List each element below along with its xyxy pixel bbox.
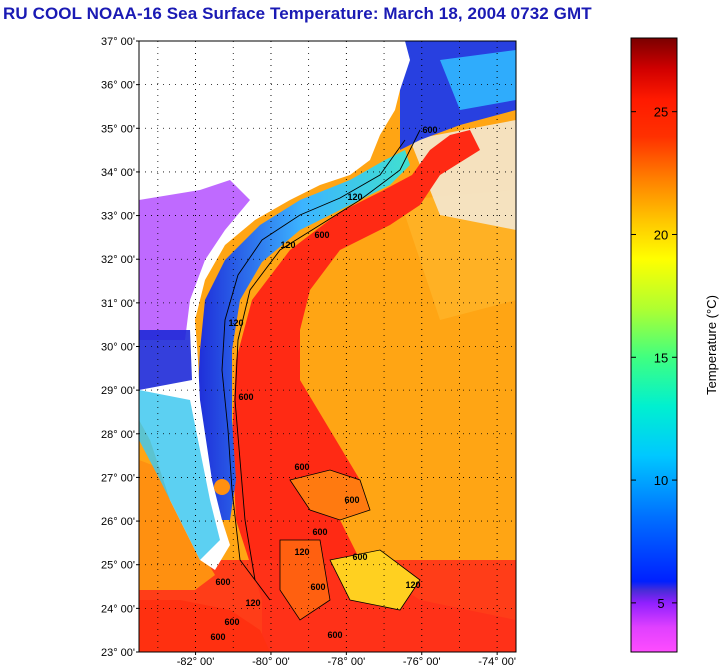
inland-land-surface-south: [139, 330, 192, 390]
lat-tick-label: 24° 00': [101, 603, 135, 615]
lat-tick-label: 33° 00': [101, 211, 135, 223]
isobath-label: 600: [422, 125, 437, 135]
lon-tick-label: -82° 00': [177, 656, 215, 668]
isobath-label: 600: [314, 230, 329, 240]
lat-tick-label: 26° 00': [101, 516, 135, 528]
colorbar-tick-label: 5: [657, 596, 664, 611]
isobath-label: 600: [238, 392, 253, 402]
lat-tick-label: 34° 00': [101, 167, 135, 179]
lat-tick-label: 37° 00': [101, 36, 135, 48]
isobath-label: 600: [294, 462, 309, 472]
sst-image: [139, 41, 516, 652]
shelf-water: [195, 150, 410, 520]
florida-peninsula-surface: [139, 390, 220, 560]
isobath-label: 120: [294, 547, 309, 557]
cuba-coast: [139, 600, 270, 652]
bahama-bank-north: [289, 469, 371, 521]
colorbar-label: Temperature (°C): [704, 295, 719, 395]
page-title: RU COOL NOAA-16 Sea Surface Temperature:…: [3, 4, 592, 23]
latitude-axis: 37° 00' 36° 00' 35° 00' 34° 00' 33° 00' 32° 0…: [101, 36, 139, 659]
colorbar-tick-label: 10: [654, 473, 668, 488]
colorbar-tick-label: 20: [654, 227, 668, 242]
isobath-600: [234, 129, 421, 581]
isobath-label: 600: [352, 552, 367, 562]
lon-tick-label: -78° 00': [327, 656, 365, 668]
isobath-label: 120: [347, 192, 362, 202]
lat-tick-label: 35° 00': [101, 123, 135, 135]
isobath-label: 600: [224, 617, 239, 627]
isobath-label: 120: [405, 580, 420, 590]
inland-land-surface: [139, 180, 250, 340]
isobath-labels: 6001201206001206006006006001206006001206…: [210, 125, 437, 642]
isobath-label: 600: [344, 495, 359, 505]
isobath-label: 120: [245, 598, 260, 608]
lat-tick-label: 28° 00': [101, 429, 135, 441]
colorbar-tick-label: 15: [654, 350, 668, 365]
lat-tick-label: 23° 00': [101, 647, 135, 659]
lon-tick-label: -74° 00': [478, 656, 516, 668]
lat-tick-label: 29° 00': [101, 385, 135, 397]
lat-tick-label: 36° 00': [101, 80, 135, 92]
gulf-stream: [232, 130, 516, 652]
lon-tick-label: -76° 00': [403, 656, 441, 668]
land-mass: [139, 41, 410, 570]
bahama-bank-south: [279, 539, 331, 621]
lat-tick-label: 30° 00': [101, 342, 135, 354]
isobath-label: 600: [215, 577, 230, 587]
lat-tick-label: 25° 00': [101, 560, 135, 572]
colorbar-tick-label: 25: [654, 105, 668, 120]
isobath-label: 120: [228, 318, 243, 328]
isobath-label: 600: [210, 632, 225, 642]
lake-okeechobee: [214, 479, 230, 495]
lon-tick-label: -80° 00': [252, 656, 290, 668]
colorbar-ticks: 25 20 15 10 5: [631, 105, 677, 611]
colorbar: [630, 37, 678, 653]
isobath-label: 600: [312, 527, 327, 537]
lat-tick-label: 27° 00': [101, 472, 135, 484]
lat-tick-label: 31° 00': [101, 298, 135, 310]
longitude-axis: -82° 00' -80° 00' -78° 00' -76° 00' -74° 00': [177, 652, 516, 668]
isobath-label: 120: [280, 240, 295, 250]
isobath-label: 600: [310, 582, 325, 592]
lat-tick-label: 32° 00': [101, 254, 135, 266]
isobath-120: [221, 139, 406, 601]
isobath-label: 600: [327, 630, 342, 640]
